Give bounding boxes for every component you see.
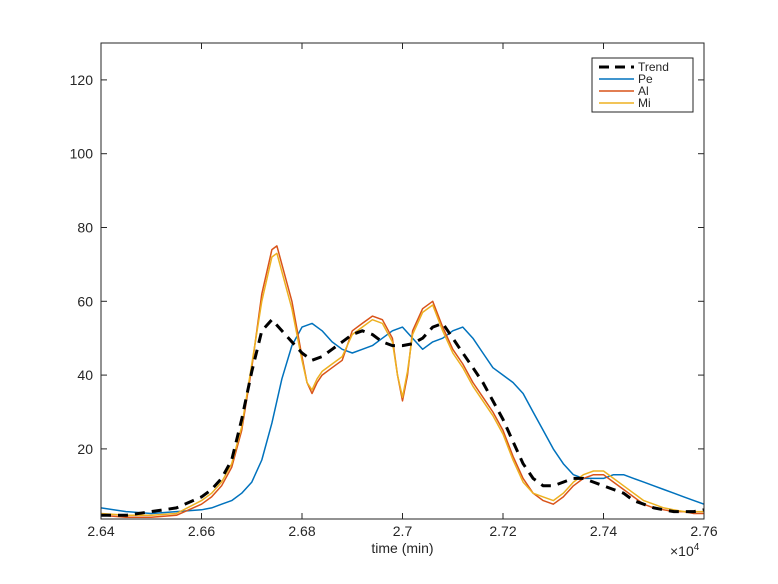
legend-label-al: Al [638, 84, 649, 98]
series-line-mi [101, 252, 704, 517]
x-tick-label: 2.76 [690, 523, 717, 539]
x-tick-label: 2.66 [188, 523, 215, 539]
y-tick-label: 100 [70, 146, 94, 162]
y-tick-label: 40 [77, 367, 93, 383]
y-tick-label: 60 [77, 293, 93, 309]
y-tick-label: 20 [77, 441, 93, 457]
legend-label-pe: Pe [638, 72, 653, 86]
axes-box [100, 42, 705, 520]
x-axis-exponent: ×104 [670, 542, 700, 559]
series-line-trend [101, 318, 704, 517]
x-tick-label: 2.7 [393, 523, 413, 539]
series-line-al [101, 245, 704, 518]
x-axis-exponent-power: 4 [694, 542, 700, 553]
x-axis-exponent-base: ×10 [670, 543, 694, 559]
y-tick-label: 120 [70, 72, 94, 88]
series-line-pe [101, 322, 704, 515]
x-tick-label: 2.72 [489, 523, 516, 539]
y-tick-label: 80 [77, 219, 93, 235]
x-axis-ticks: 2.64 2.66 2.68 2.7 2.72 2.74 2.76 [87, 43, 718, 539]
x-tick-label: 2.68 [288, 523, 315, 539]
x-tick-label: 2.74 [590, 523, 617, 539]
legend-label-trend: Trend [638, 60, 669, 74]
x-tick-label: 2.64 [87, 523, 114, 539]
x-axis-label: time (min) [371, 540, 433, 556]
plot-lines [101, 245, 704, 518]
y-axis-ticks: 20 40 60 80 100 120 [70, 72, 704, 457]
legend-label-mi: Mi [638, 96, 651, 110]
